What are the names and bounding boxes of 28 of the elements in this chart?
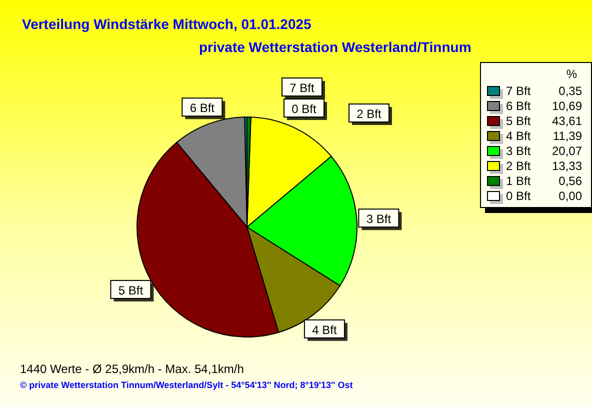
slice-label: 3 Bft: [366, 212, 392, 226]
slice-label: 4 Bft: [312, 322, 338, 337]
legend-label: 2 Bft: [506, 158, 532, 172]
category-label: 2 Bft: [356, 107, 382, 121]
legend-label: 4 Bft: [506, 128, 532, 142]
data-label: 10,69: [550, 98, 582, 112]
text: 1440 Werte - Ø 25,9km/h - Max. 54,1km/h: [20, 362, 244, 376]
data-label: 13,33: [550, 158, 582, 172]
legend-label: 6 Bft: [506, 98, 532, 112]
data-label: 0,35: [558, 84, 582, 98]
chart-title: Verteilung Windstärke Mittwoch, 01.01.2025: [22, 16, 312, 32]
legend-label: 3 Bft: [506, 144, 532, 158]
data-label: 20,07: [550, 144, 582, 158]
data-label: 0,56: [558, 174, 582, 188]
data-label: 11,39: [552, 128, 582, 142]
legend-title: %: [565, 67, 578, 83]
text: © private Wetterstation Tinnum/Westerland/Sylt - 54°54'13'' Nord; 8°19'13'' Ost: [20, 380, 353, 390]
legend-label: 0 Bft: [506, 188, 532, 202]
legend-label: 1 Bft: [506, 174, 532, 188]
category-label: 7 Bft: [290, 81, 314, 95]
text: 0,00: [558, 188, 582, 202]
data-label: 43,61: [550, 114, 582, 128]
slice-label: 6 Bft: [190, 101, 216, 116]
legend-label: 7 Bft: [506, 84, 532, 98]
chart-subtitle: private Wetterstation Westerland/Tinnum: [199, 39, 472, 55]
legend-label: 5 Bft: [506, 114, 532, 128]
slice-label: 5 Bft: [118, 283, 144, 298]
category-label: 0 Bft: [292, 102, 316, 116]
